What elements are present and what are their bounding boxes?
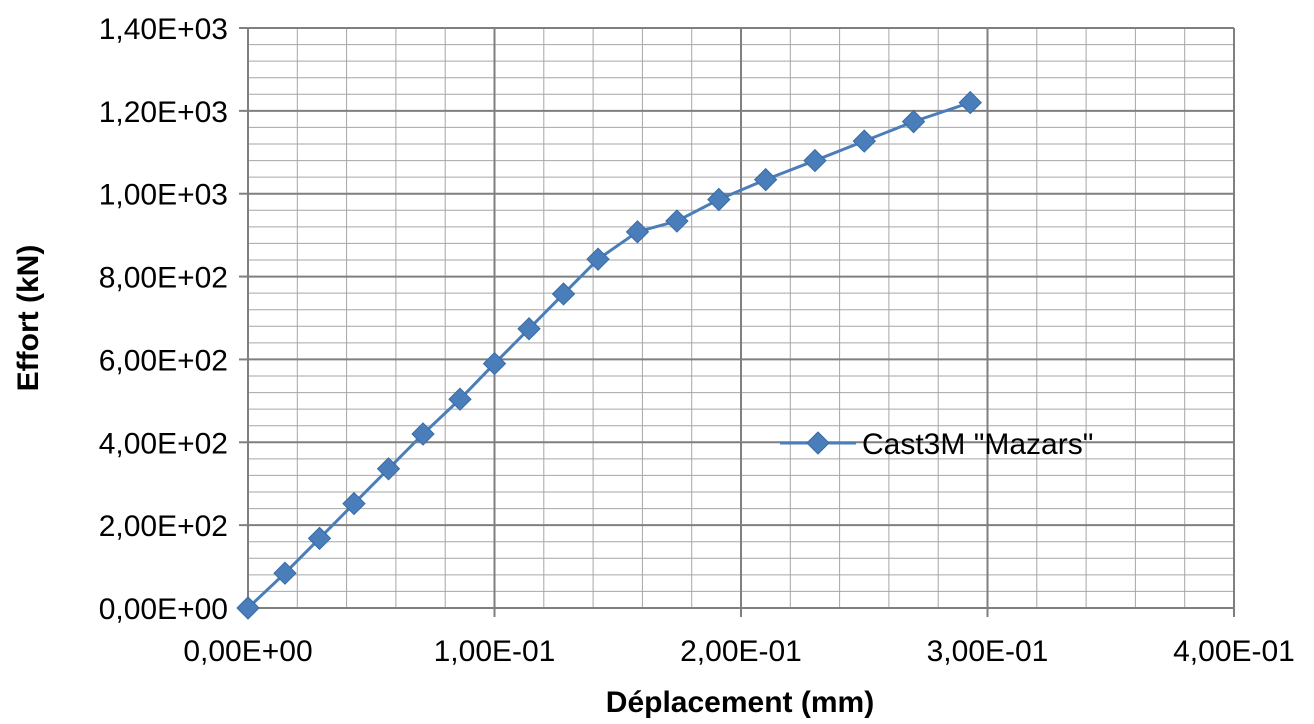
data-point-marker — [901, 109, 926, 134]
data-point-marker — [586, 247, 610, 271]
y-tick-label: 6,00E+02 — [99, 344, 228, 377]
data-point-marker — [665, 209, 689, 233]
legend-marker — [806, 431, 830, 455]
y-tick-label: 0,00E+00 — [99, 593, 228, 626]
series-line — [246, 101, 971, 610]
y-tick-label: 1,40E+03 — [99, 13, 228, 46]
data-point-marker — [803, 148, 827, 173]
data-point-marker — [707, 187, 731, 212]
data-point-marker — [852, 129, 876, 153]
y-tick-label: 2,00E+02 — [99, 510, 228, 543]
data-point-marker — [753, 167, 778, 192]
y-tick-label: 8,00E+02 — [99, 262, 228, 295]
axes — [239, 27, 1235, 617]
legend-label: Cast3M "Mazars" — [862, 428, 1093, 461]
y-tick-label: 1,20E+03 — [99, 96, 228, 129]
x-tick-label: 1,00E-01 — [434, 635, 556, 668]
data-point-marker — [307, 526, 332, 551]
data-point-marker — [958, 90, 982, 115]
data-point-marker — [376, 457, 401, 481]
tick-labels: 0,00E+00 2,00E+02 4,00E+02 6,00E+02 8,00E+02… — [99, 13, 1295, 668]
data-point-marker — [411, 422, 435, 446]
x-axis-title: Déplacement (mm) — [606, 686, 874, 719]
data-point-marker — [517, 317, 541, 341]
y-tick-label: 4,00E+02 — [99, 427, 228, 460]
data-point-marker — [482, 351, 507, 376]
x-tick-label: 0,00E+00 — [183, 635, 312, 668]
grid — [247, 27, 1235, 609]
y-tick-label: 1,00E+03 — [99, 179, 228, 212]
x-tick-label: 2,00E-01 — [680, 635, 802, 668]
y-axis-title: Effort (kN) — [12, 245, 45, 392]
series-layer — [236, 90, 982, 620]
legend: Cast3M "Mazars" — [780, 428, 1093, 461]
x-tick-label: 4,00E-01 — [1173, 635, 1295, 668]
data-point-marker — [551, 282, 576, 306]
data-point-marker — [342, 491, 366, 516]
data-point-marker — [236, 596, 260, 620]
data-point-marker — [625, 220, 650, 244]
x-tick-label: 3,00E-01 — [927, 635, 1049, 668]
data-point-marker — [448, 387, 472, 411]
data-point-marker — [273, 561, 297, 585]
